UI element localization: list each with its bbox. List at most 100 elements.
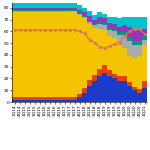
Bar [22,97,27,100]
Bar [107,36,112,70]
Bar [92,25,97,28]
Bar [12,10,17,11]
Bar [67,3,72,8]
Bar [12,8,17,10]
Bar [117,76,122,81]
Bar [57,12,62,97]
Bar [57,100,62,102]
Bar [117,27,122,32]
Bar [72,12,77,97]
Bar [27,97,32,100]
Bar [87,80,92,86]
Bar [47,3,52,8]
Bar [107,23,112,28]
Bar [27,12,32,97]
Bar [32,8,37,10]
Bar [87,16,92,21]
Bar [47,100,52,102]
Bar [77,12,82,14]
Bar [52,10,57,11]
Bar [87,21,92,22]
Bar [42,10,47,11]
Bar [82,17,87,18]
Bar [112,74,117,78]
Bar [137,93,142,102]
Bar [67,100,72,102]
Bar [132,29,137,41]
Bar [42,97,47,100]
Bar [97,29,102,69]
Bar [57,8,62,10]
Bar [112,31,117,38]
Bar [52,11,57,12]
Bar [42,8,47,10]
Bar [97,12,102,17]
Bar [87,11,92,16]
Bar [82,8,87,12]
Bar [72,97,77,100]
Bar [77,15,82,94]
Bar [132,45,137,58]
Bar [137,45,142,56]
Bar [82,93,87,102]
Bar [77,10,82,12]
Bar [92,28,97,75]
Bar [37,3,42,8]
Bar [52,8,57,10]
Bar [82,88,87,93]
Bar [62,11,67,12]
Bar [127,37,132,41]
Bar [142,17,147,29]
Bar [77,94,82,97]
Bar [17,10,22,11]
Bar [107,76,112,102]
Bar [117,18,122,27]
Bar [22,10,27,11]
Bar [37,8,42,10]
Bar [77,14,82,15]
Bar [82,16,87,17]
Bar [72,11,77,12]
Bar [57,3,62,8]
Bar [127,27,132,37]
Bar [102,23,107,25]
Bar [72,3,77,8]
Bar [42,3,47,8]
Bar [142,29,147,36]
Bar [32,11,37,12]
Bar [107,28,112,30]
Bar [52,12,57,97]
Bar [142,45,147,81]
Bar [12,100,17,102]
Bar [127,17,132,27]
Bar [12,11,17,12]
Bar [127,82,132,85]
Bar [12,12,17,97]
Bar [17,11,22,12]
Bar [62,8,67,10]
Bar [67,12,72,97]
Bar [117,81,122,102]
Bar [57,11,62,12]
Bar [47,8,52,10]
Bar [137,30,142,41]
Bar [92,24,97,25]
Bar [97,22,102,24]
Bar [112,24,117,29]
Bar [62,12,67,97]
Bar [132,87,137,90]
Bar [122,17,127,25]
Bar [142,36,147,40]
Bar [102,65,107,73]
Bar [67,8,72,10]
Bar [102,14,107,18]
Bar [27,10,32,11]
Bar [122,35,127,48]
Bar [72,10,77,11]
Bar [107,70,112,76]
Bar [137,56,142,89]
Bar [12,97,17,100]
Bar [32,97,37,100]
Bar [62,97,67,100]
Bar [97,17,102,22]
